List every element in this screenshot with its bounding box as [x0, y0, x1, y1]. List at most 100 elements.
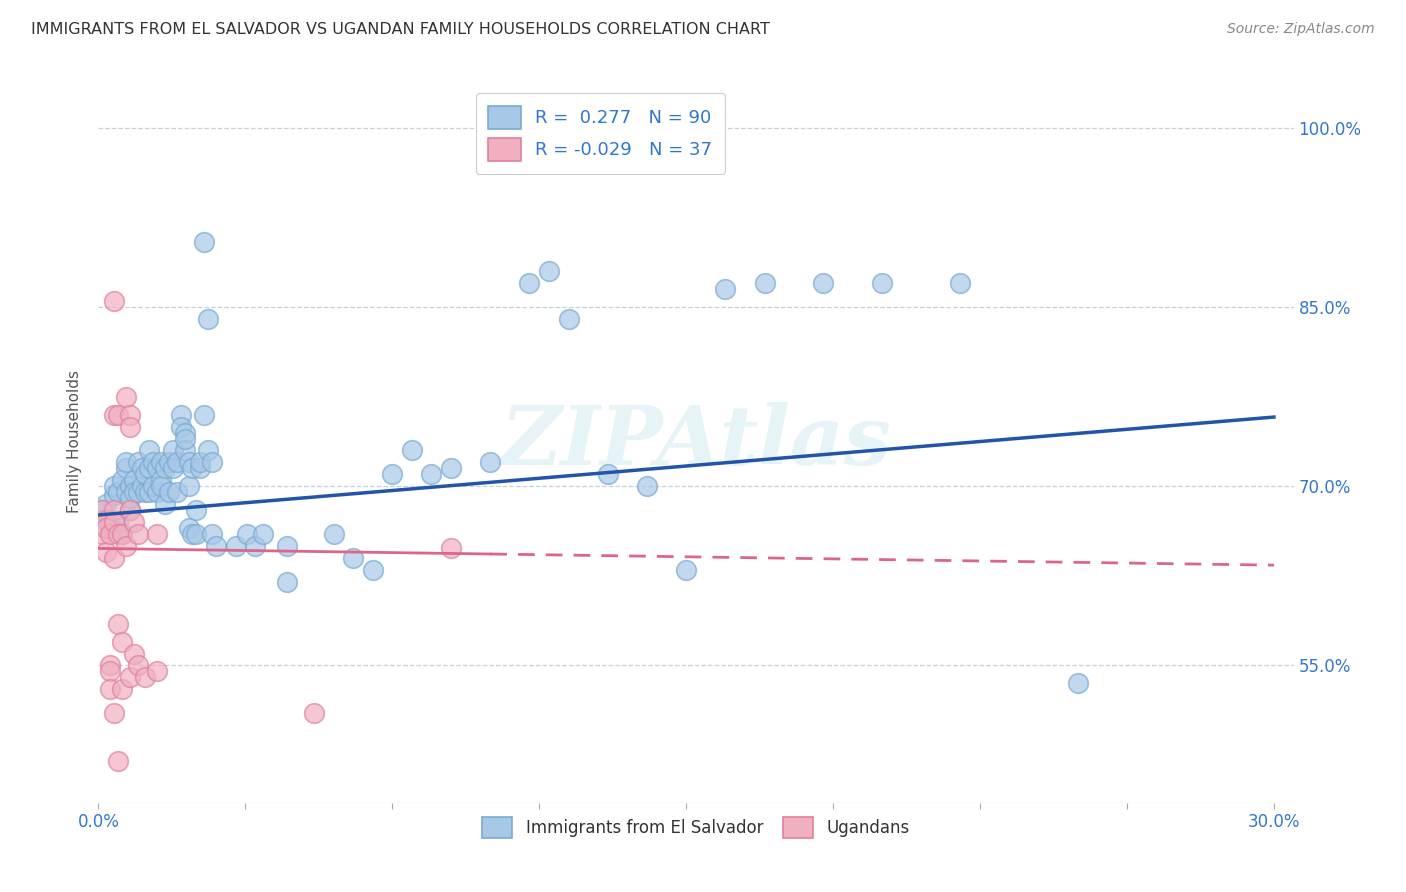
Point	[188, 461, 211, 475]
Point	[115, 461, 138, 475]
Point	[103, 503, 125, 517]
Point	[142, 479, 165, 493]
Point	[103, 408, 125, 422]
Point	[675, 563, 697, 577]
Point	[98, 682, 121, 697]
Point	[302, 706, 325, 721]
Point	[146, 461, 169, 475]
Point	[166, 485, 188, 500]
Point	[111, 682, 134, 697]
Point	[146, 485, 169, 500]
Point	[138, 443, 160, 458]
Point	[134, 485, 156, 500]
Point	[236, 527, 259, 541]
Point	[177, 455, 200, 469]
Point	[91, 527, 114, 541]
Point	[162, 443, 184, 458]
Point	[197, 443, 219, 458]
Point	[479, 455, 502, 469]
Point	[103, 551, 125, 566]
Point	[870, 277, 893, 291]
Point	[122, 515, 145, 529]
Point	[118, 670, 141, 684]
Point	[138, 461, 160, 475]
Point	[138, 485, 160, 500]
Point	[557, 312, 579, 326]
Point	[157, 485, 180, 500]
Point	[115, 485, 138, 500]
Point	[98, 665, 121, 679]
Point	[201, 527, 224, 541]
Point	[596, 467, 619, 482]
Point	[118, 408, 141, 422]
Point	[170, 408, 193, 422]
Point	[107, 527, 129, 541]
Point	[118, 503, 141, 517]
Point	[96, 497, 118, 511]
Y-axis label: Family Households: Family Households	[67, 370, 83, 513]
Point	[401, 443, 423, 458]
Point	[122, 474, 145, 488]
Point	[127, 485, 149, 500]
Point	[98, 513, 121, 527]
Point	[166, 455, 188, 469]
Point	[103, 706, 125, 721]
Point	[197, 312, 219, 326]
Text: Source: ZipAtlas.com: Source: ZipAtlas.com	[1227, 22, 1375, 37]
Point	[186, 503, 208, 517]
Point	[173, 443, 195, 458]
Point	[98, 521, 121, 535]
Point	[440, 541, 463, 556]
Point	[177, 479, 200, 493]
Point	[276, 539, 298, 553]
Point	[276, 574, 298, 589]
Point	[142, 455, 165, 469]
Point	[181, 527, 204, 541]
Point	[177, 521, 200, 535]
Point	[146, 527, 169, 541]
Point	[519, 277, 541, 291]
Point	[111, 474, 134, 488]
Point	[173, 425, 195, 440]
Point	[131, 461, 153, 475]
Point	[322, 527, 344, 541]
Point	[103, 488, 125, 502]
Point	[173, 432, 195, 446]
Point	[714, 282, 737, 296]
Point	[96, 545, 118, 559]
Point	[134, 467, 156, 482]
Point	[157, 455, 180, 469]
Point	[107, 408, 129, 422]
Point	[949, 277, 972, 291]
Point	[153, 461, 176, 475]
Point	[188, 455, 211, 469]
Point	[115, 390, 138, 404]
Point	[162, 461, 184, 475]
Point	[252, 527, 274, 541]
Point	[103, 294, 125, 309]
Point	[153, 497, 176, 511]
Point	[118, 503, 141, 517]
Point	[107, 754, 129, 768]
Point	[118, 479, 141, 493]
Point	[91, 503, 114, 517]
Point	[98, 658, 121, 673]
Point	[111, 634, 134, 648]
Text: ZIPAtlas: ZIPAtlas	[501, 401, 891, 482]
Point	[813, 277, 835, 291]
Text: IMMIGRANTS FROM EL SALVADOR VS UGANDAN FAMILY HOUSEHOLDS CORRELATION CHART: IMMIGRANTS FROM EL SALVADOR VS UGANDAN F…	[31, 22, 770, 37]
Point	[1067, 676, 1090, 690]
Point	[381, 467, 404, 482]
Point	[537, 264, 560, 278]
Point	[107, 616, 129, 631]
Point	[103, 479, 125, 493]
Point	[186, 527, 208, 541]
Point	[150, 474, 173, 488]
Point	[127, 455, 149, 469]
Point	[96, 521, 118, 535]
Point	[201, 455, 224, 469]
Point	[146, 665, 169, 679]
Point	[440, 461, 463, 475]
Point	[170, 419, 193, 434]
Point	[225, 539, 247, 553]
